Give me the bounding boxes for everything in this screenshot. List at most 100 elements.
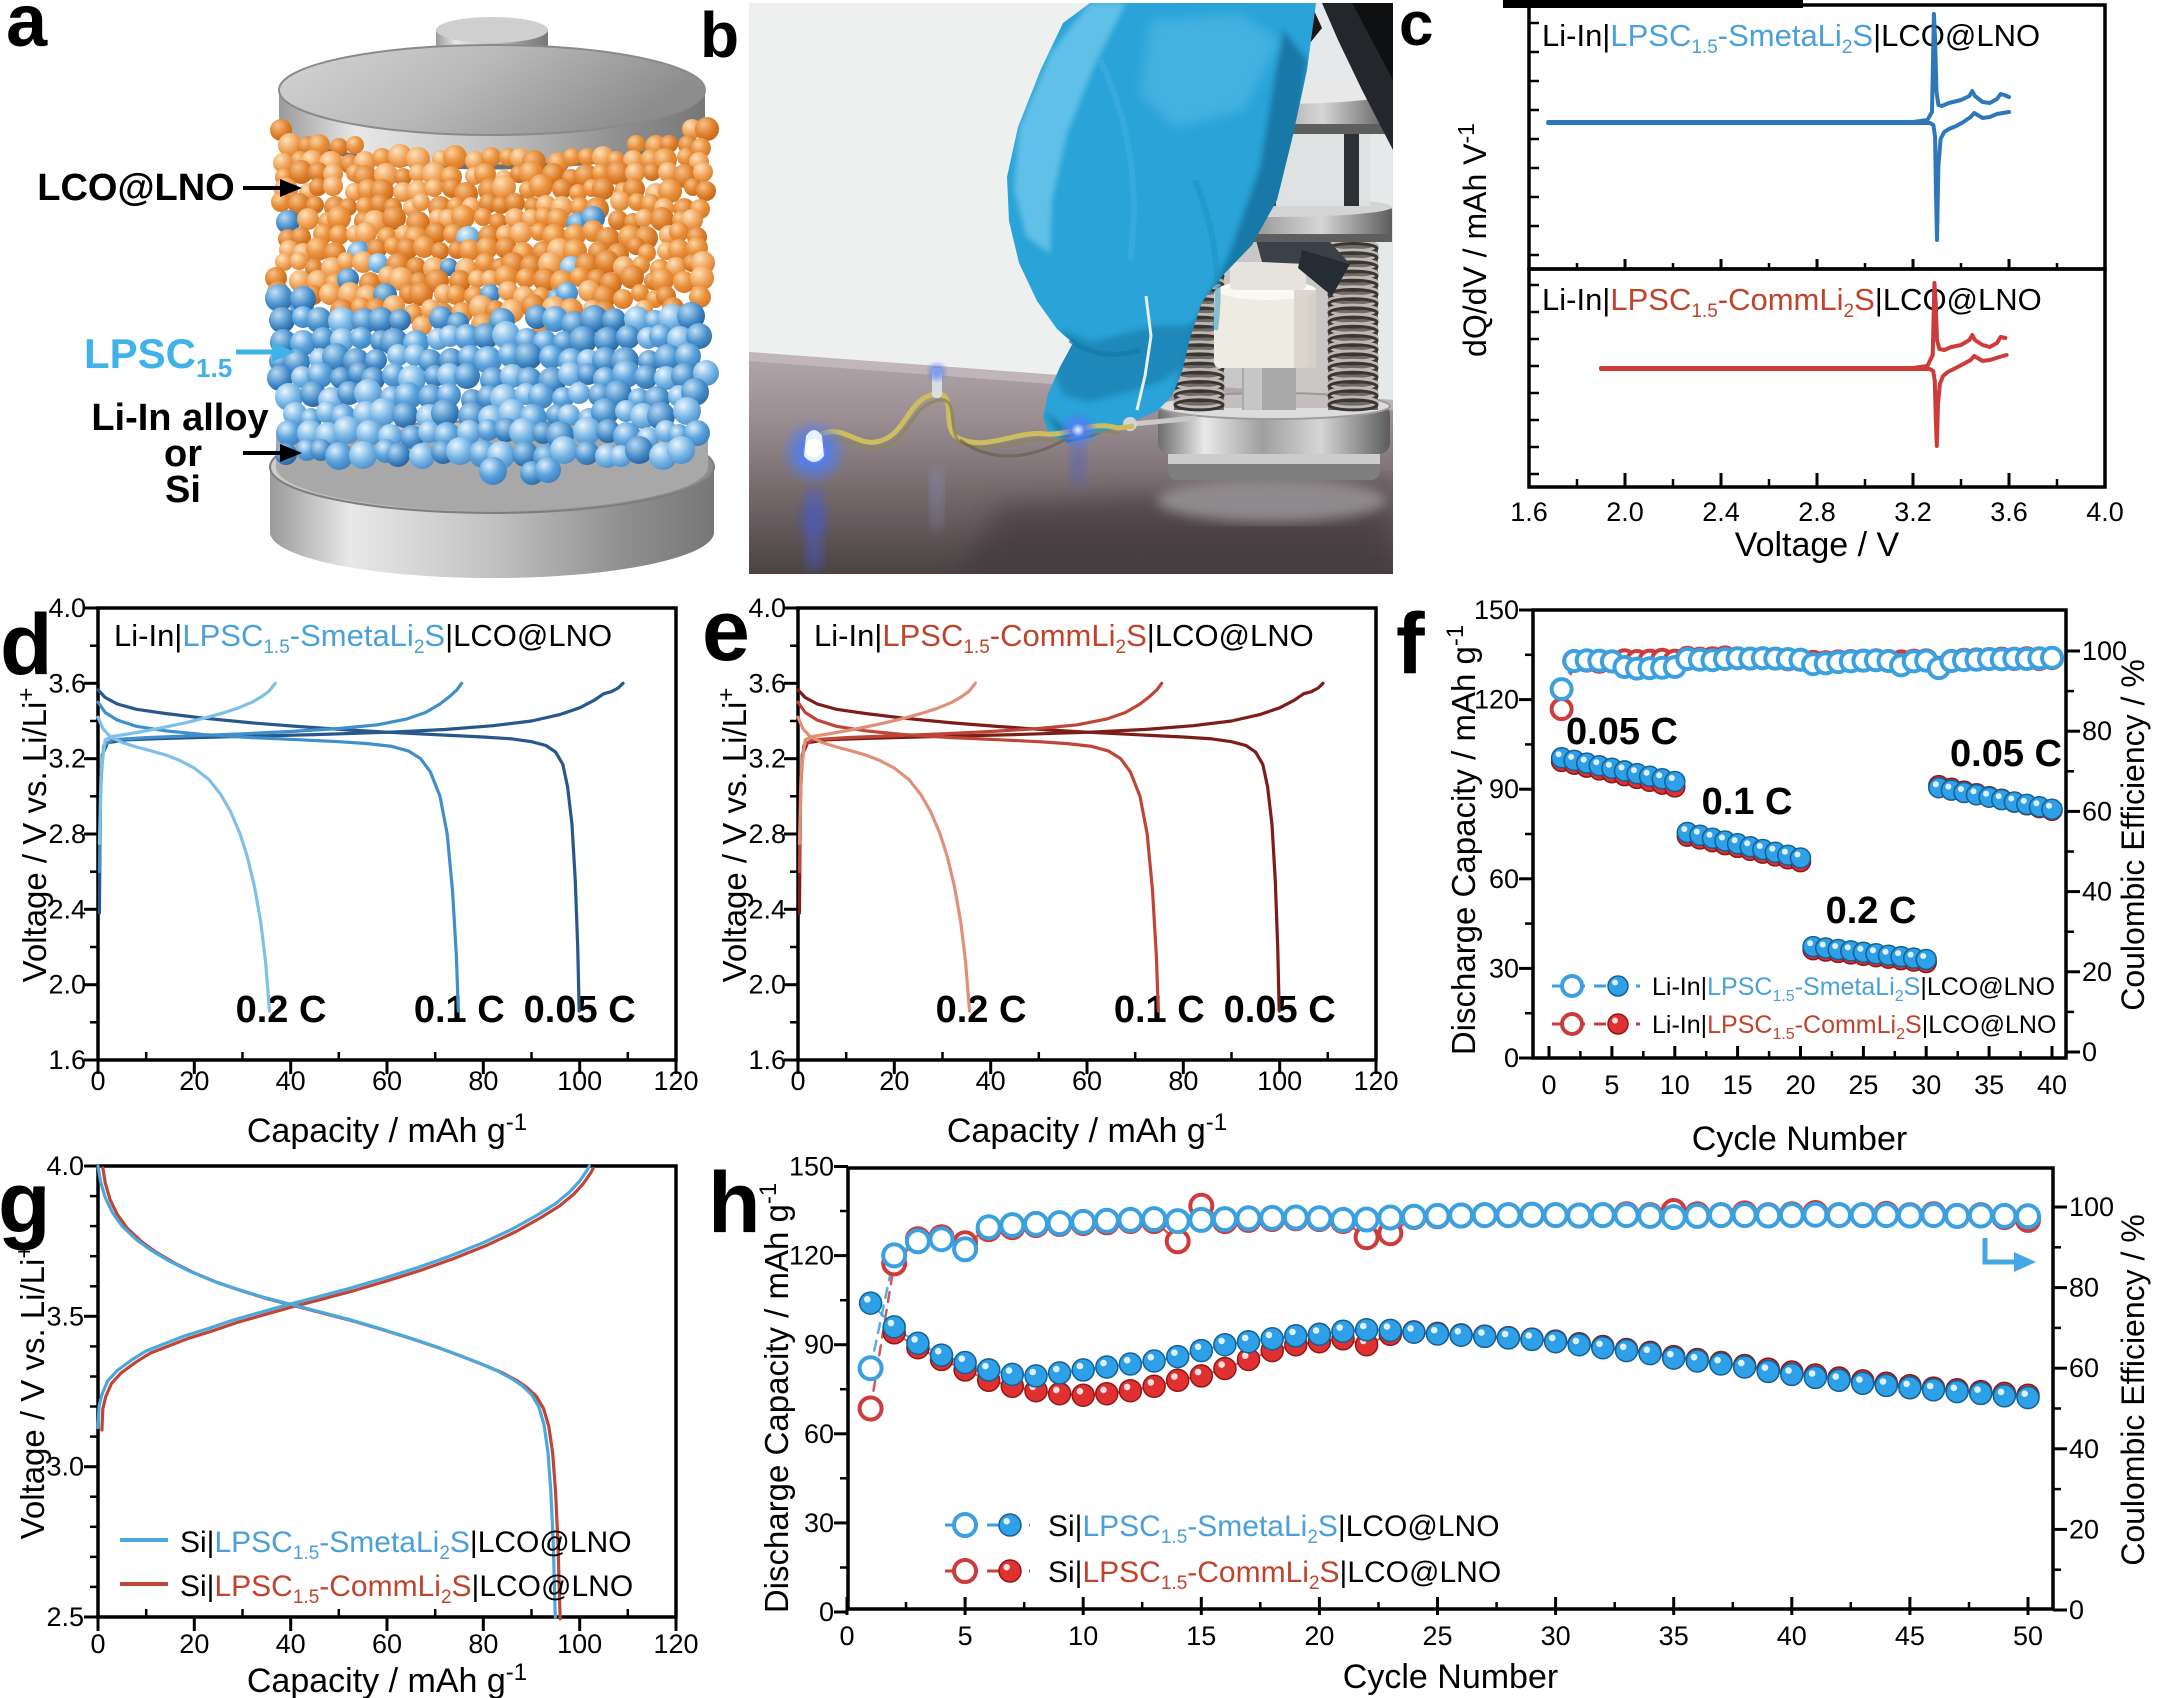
svg-text:100: 100 [557, 1629, 602, 1659]
svg-text:30: 30 [804, 1508, 834, 1538]
svg-text:4.0: 4.0 [2086, 497, 2124, 527]
svg-text:0: 0 [839, 1621, 854, 1651]
svg-text:0: 0 [1504, 1043, 1519, 1073]
svg-text:Voltage / V: Voltage / V [1735, 526, 1900, 564]
svg-text:3.6: 3.6 [748, 668, 786, 698]
svg-text:80: 80 [468, 1629, 498, 1659]
svg-text:60: 60 [804, 1419, 834, 1449]
svg-text:120: 120 [653, 1629, 698, 1659]
svg-text:3.0: 3.0 [46, 1452, 84, 1482]
svg-text:100: 100 [2082, 636, 2127, 666]
svg-text:Si: Si [165, 469, 201, 511]
svg-text:Discharge Capacity / mAh g-1: Discharge Capacity / mAh g-1 [1442, 625, 1482, 1055]
svg-text:0.2 C: 0.2 C [236, 989, 327, 1031]
svg-text:2.4: 2.4 [1702, 497, 1740, 527]
svg-text:e: e [702, 583, 750, 679]
svg-text:60: 60 [372, 1066, 402, 1096]
svg-text:80: 80 [2082, 716, 2112, 746]
svg-text:0: 0 [2082, 1037, 2097, 1067]
svg-text:0: 0 [790, 1066, 805, 1096]
svg-text:40: 40 [276, 1066, 306, 1096]
svg-text:0: 0 [819, 1597, 834, 1627]
svg-text:50: 50 [2013, 1621, 2043, 1651]
svg-text:LCO@LNO: LCO@LNO [37, 167, 234, 209]
svg-text:0.2 C: 0.2 C [936, 989, 1027, 1031]
svg-text:b: b [700, 0, 739, 71]
svg-text:80: 80 [2069, 1273, 2099, 1303]
svg-text:40: 40 [276, 1629, 306, 1659]
svg-text:0: 0 [90, 1066, 105, 1096]
svg-text:Li-In|LPSC1.5-SmetaLi2S|LCO@LN: Li-In|LPSC1.5-SmetaLi2S|LCO@LNO [114, 618, 612, 658]
svg-text:Si|LPSC1.5-CommLi2S|LCO@LNO: Si|LPSC1.5-CommLi2S|LCO@LNO [180, 1570, 633, 1608]
svg-text:2.0: 2.0 [748, 970, 786, 1000]
svg-text:120: 120 [789, 1241, 834, 1271]
svg-text:4.0: 4.0 [48, 593, 86, 623]
svg-text:Li-In|LPSC1.5-CommLi2S|LCO@LNO: Li-In|LPSC1.5-CommLi2S|LCO@LNO [1542, 282, 2042, 322]
svg-text:60: 60 [2082, 796, 2112, 826]
svg-text:1.6: 1.6 [48, 1045, 86, 1075]
svg-text:0: 0 [90, 1629, 105, 1659]
svg-text:80: 80 [468, 1066, 498, 1096]
svg-text:30: 30 [1911, 1070, 1941, 1100]
svg-text:0.1 C: 0.1 C [1702, 781, 1793, 823]
svg-text:5: 5 [958, 1621, 973, 1651]
svg-text:10: 10 [1660, 1070, 1690, 1100]
svg-text:3.5: 3.5 [46, 1301, 84, 1331]
svg-text:80: 80 [1168, 1066, 1198, 1096]
svg-text:Li-In|LPSC1.5-SmetaLi2S|LCO@LN: Li-In|LPSC1.5-SmetaLi2S|LCO@LNO [1652, 973, 2055, 1005]
svg-text:Voltage / V vs. Li/Li+: Voltage / V vs. Li/Li+ [11, 1245, 51, 1540]
svg-text:40: 40 [2037, 1070, 2067, 1100]
svg-text:40: 40 [976, 1066, 1006, 1096]
svg-text:Discharge Capacity / mAh g-1: Discharge Capacity / mAh g-1 [755, 1183, 795, 1613]
svg-text:25: 25 [1848, 1070, 1878, 1100]
svg-text:3.2: 3.2 [48, 744, 86, 774]
svg-text:2.4: 2.4 [748, 894, 786, 924]
svg-text:35: 35 [1974, 1070, 2004, 1100]
svg-text:20: 20 [879, 1066, 909, 1096]
svg-text:5: 5 [1604, 1070, 1619, 1100]
svg-text:Coulombic Efficiency / %: Coulombic Efficiency / % [2115, 1214, 2151, 1566]
svg-text:100: 100 [1257, 1066, 1302, 1096]
svg-text:3.6: 3.6 [48, 668, 86, 698]
svg-text:30: 30 [1541, 1621, 1571, 1651]
svg-text:1.6: 1.6 [748, 1045, 786, 1075]
svg-text:Li-In alloy: Li-In alloy [91, 397, 268, 439]
svg-text:90: 90 [1489, 774, 1519, 804]
svg-text:f: f [1396, 596, 1425, 692]
svg-text:40: 40 [2069, 1434, 2099, 1464]
svg-text:Voltage / V vs. Li/Li+: Voltage / V vs. Li/Li+ [13, 688, 53, 983]
svg-text:100: 100 [2069, 1192, 2114, 1222]
svg-text:30: 30 [1489, 953, 1519, 983]
svg-text:c: c [1399, 0, 1433, 59]
svg-text:g: g [0, 1155, 51, 1251]
svg-text:Cycle Number: Cycle Number [1343, 1658, 1558, 1696]
svg-text:20: 20 [2069, 1514, 2099, 1544]
svg-text:Capacity / mAh g-1: Capacity / mAh g-1 [947, 1109, 1227, 1150]
svg-text:2.8: 2.8 [748, 819, 786, 849]
svg-text:0.05 C: 0.05 C [1566, 711, 1678, 753]
svg-text:Li-In|LPSC1.5-SmetaLi2S|LCO@LN: Li-In|LPSC1.5-SmetaLi2S|LCO@LNO [1542, 18, 2040, 58]
svg-text:20: 20 [179, 1066, 209, 1096]
svg-text:Capacity / mAh g-1: Capacity / mAh g-1 [247, 1659, 527, 1698]
svg-text:40: 40 [2082, 877, 2112, 907]
svg-text:60: 60 [1072, 1066, 1102, 1096]
svg-text:0: 0 [1541, 1070, 1556, 1100]
svg-text:15: 15 [1186, 1621, 1216, 1651]
svg-text:150: 150 [1474, 595, 1519, 625]
svg-text:1.6: 1.6 [1510, 497, 1548, 527]
svg-text:2.8: 2.8 [48, 819, 86, 849]
svg-text:Cycle Number: Cycle Number [1692, 1120, 1907, 1158]
svg-text:20: 20 [179, 1629, 209, 1659]
svg-text:120: 120 [1474, 685, 1519, 715]
svg-text:90: 90 [804, 1330, 834, 1360]
svg-text:4.0: 4.0 [748, 593, 786, 623]
svg-text:2.0: 2.0 [1606, 497, 1644, 527]
svg-text:120: 120 [653, 1066, 698, 1096]
svg-text:20: 20 [1304, 1621, 1334, 1651]
svg-text:2.0: 2.0 [48, 970, 86, 1000]
svg-text:LPSC1.5: LPSC1.5 [84, 330, 232, 383]
svg-text:or: or [164, 433, 202, 475]
svg-text:Si|LPSC1.5-SmetaLi2S|LCO@LNO: Si|LPSC1.5-SmetaLi2S|LCO@LNO [1048, 1510, 1500, 1548]
svg-text:25: 25 [1422, 1621, 1452, 1651]
svg-text:60: 60 [372, 1629, 402, 1659]
